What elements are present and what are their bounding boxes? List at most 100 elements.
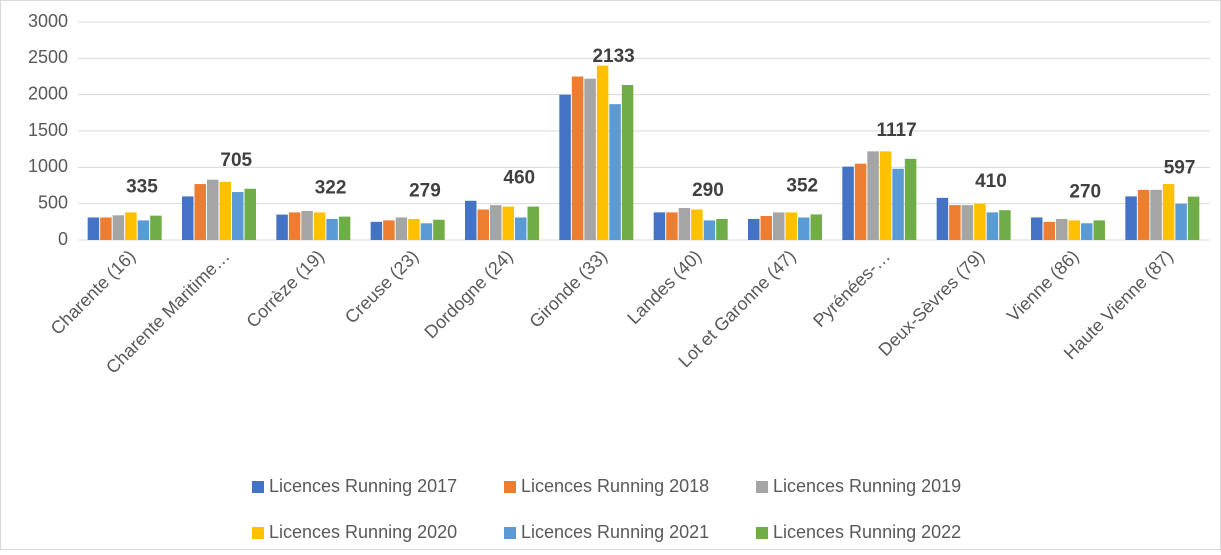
bar bbox=[244, 188, 256, 240]
bar bbox=[527, 206, 539, 240]
bar bbox=[773, 212, 785, 240]
y-tick-label: 2000 bbox=[28, 83, 68, 103]
bar bbox=[395, 217, 408, 240]
bar bbox=[810, 214, 822, 240]
bar bbox=[748, 218, 760, 240]
legend-label: Licences Running 2018 bbox=[521, 476, 709, 496]
bar bbox=[904, 158, 917, 240]
bar bbox=[609, 104, 621, 240]
bar bbox=[559, 94, 571, 241]
bar bbox=[87, 217, 100, 240]
bar bbox=[1125, 196, 1137, 240]
bar bbox=[1162, 184, 1175, 240]
bar bbox=[666, 212, 678, 240]
bar bbox=[1043, 221, 1055, 240]
bar bbox=[716, 218, 728, 240]
bar bbox=[936, 197, 949, 240]
legend-label: Licences Running 2020 bbox=[269, 522, 457, 542]
bar bbox=[207, 179, 219, 240]
bar bbox=[1081, 223, 1093, 240]
bar bbox=[703, 220, 716, 240]
bar bbox=[100, 217, 112, 240]
bar bbox=[1150, 189, 1162, 240]
bar bbox=[571, 76, 584, 240]
bar bbox=[112, 215, 125, 240]
bar bbox=[313, 212, 326, 240]
bar bbox=[338, 216, 351, 240]
bar bbox=[490, 205, 502, 240]
legend-label: Licences Running 2019 bbox=[773, 476, 961, 496]
bar bbox=[288, 212, 301, 240]
bar bbox=[596, 65, 609, 240]
legend-swatch bbox=[504, 527, 516, 539]
bar bbox=[1187, 196, 1200, 240]
bar bbox=[433, 219, 445, 240]
bar bbox=[986, 212, 999, 240]
bar bbox=[232, 192, 244, 240]
bar bbox=[584, 78, 596, 241]
legend-label: Licences Running 2017 bbox=[269, 476, 457, 496]
legend-swatch bbox=[504, 481, 516, 493]
y-tick-label: 1500 bbox=[28, 120, 68, 140]
bar bbox=[798, 217, 810, 240]
data-label: 460 bbox=[503, 168, 535, 189]
legend-label: Licences Running 2022 bbox=[773, 522, 961, 542]
data-label: 270 bbox=[1069, 181, 1101, 202]
data-label: 1117 bbox=[876, 120, 916, 141]
legend-swatch bbox=[756, 481, 768, 493]
y-tick-label: 3000 bbox=[28, 11, 68, 31]
bar bbox=[276, 214, 288, 240]
bar bbox=[974, 203, 986, 240]
y-tick-label: 0 bbox=[58, 229, 68, 249]
legend-swatch bbox=[252, 527, 264, 539]
bar bbox=[1068, 220, 1080, 240]
data-label: 352 bbox=[786, 175, 818, 196]
bar bbox=[326, 218, 338, 240]
bar bbox=[867, 151, 879, 240]
data-label: 705 bbox=[220, 150, 252, 171]
bar bbox=[785, 212, 797, 240]
bar bbox=[502, 206, 514, 240]
bar bbox=[691, 209, 703, 240]
bar bbox=[182, 196, 194, 240]
data-label: 2133 bbox=[592, 46, 634, 67]
legend-swatch bbox=[252, 481, 264, 493]
bar bbox=[477, 209, 489, 240]
y-tick-label: 1000 bbox=[28, 156, 68, 176]
bar bbox=[621, 85, 634, 240]
data-label: 410 bbox=[975, 171, 1007, 192]
legend-swatch bbox=[756, 527, 768, 539]
bar bbox=[842, 166, 854, 240]
bar bbox=[879, 151, 892, 240]
bar bbox=[219, 181, 231, 240]
bar bbox=[370, 221, 383, 240]
data-label: 597 bbox=[1164, 158, 1196, 179]
bar bbox=[1056, 218, 1068, 240]
data-label: 290 bbox=[692, 180, 724, 201]
bar bbox=[1175, 203, 1187, 240]
bar bbox=[194, 184, 206, 240]
bar bbox=[465, 200, 477, 240]
data-label: 335 bbox=[126, 177, 158, 198]
bar bbox=[653, 212, 666, 240]
legend-label: Licences Running 2021 bbox=[521, 522, 709, 542]
bar bbox=[301, 210, 313, 240]
bar bbox=[408, 218, 420, 240]
y-tick-label: 2500 bbox=[28, 47, 68, 67]
bar bbox=[678, 208, 691, 240]
bar bbox=[854, 163, 867, 240]
bar bbox=[383, 220, 395, 240]
bar bbox=[760, 216, 772, 240]
bar bbox=[892, 168, 904, 240]
bar bbox=[1031, 217, 1043, 240]
bar bbox=[999, 210, 1011, 240]
bar bbox=[961, 205, 974, 240]
bar bbox=[1093, 220, 1105, 240]
bar bbox=[420, 223, 433, 240]
bar bbox=[949, 205, 961, 240]
bar bbox=[515, 217, 527, 240]
data-label: 279 bbox=[409, 181, 441, 202]
y-tick-label: 500 bbox=[38, 192, 68, 212]
